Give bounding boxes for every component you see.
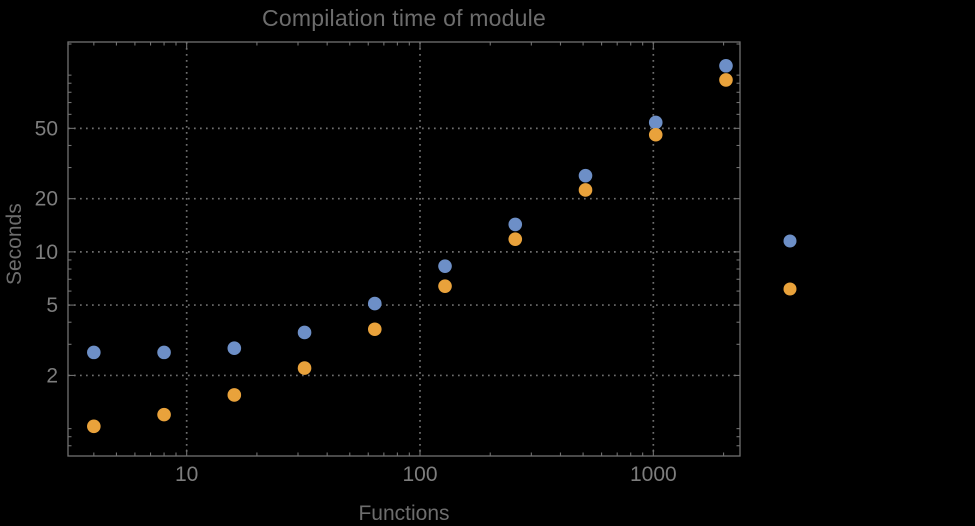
data-point-series-blue <box>297 325 312 340</box>
data-point-series-blue <box>87 345 101 360</box>
chart-title: Compilation time of module <box>262 5 546 31</box>
data-point-series-orange <box>438 279 452 293</box>
x-tick-label: 1000 <box>630 463 677 486</box>
data-point-series-orange <box>508 232 523 246</box>
y-tick-label: 50 <box>35 117 58 140</box>
data-point-series-orange <box>648 127 663 142</box>
data-point-series-blue <box>578 168 593 183</box>
data-point-series-blue <box>367 296 382 311</box>
data-point-series-orange <box>367 322 382 337</box>
data-point-series-orange <box>297 361 312 375</box>
x-tick-label: 100 <box>402 463 437 486</box>
data-point-series-orange <box>719 73 733 87</box>
legend-marker-1 <box>783 282 797 296</box>
data-point-series-blue <box>719 58 733 73</box>
y-tick-label: 10 <box>35 241 58 264</box>
data-point-series-orange <box>227 388 242 402</box>
data-point-series-orange <box>87 419 101 434</box>
y-tick-label: 2 <box>46 364 58 387</box>
data-point-series-blue <box>157 345 171 360</box>
y-tick-label: 5 <box>46 294 58 317</box>
data-point-series-blue <box>508 217 523 232</box>
legend-marker-0 <box>783 234 797 248</box>
data-point-series-blue <box>438 259 452 273</box>
y-tick-label: 20 <box>35 188 58 211</box>
data-point-series-blue <box>648 115 663 130</box>
data-point-series-orange <box>578 183 593 197</box>
data-point-series-blue <box>227 341 242 356</box>
x-axis-title: Functions <box>358 502 450 525</box>
data-point-series-orange <box>157 407 171 422</box>
x-tick-label: 10 <box>175 463 198 486</box>
plot-frame <box>67 41 741 457</box>
